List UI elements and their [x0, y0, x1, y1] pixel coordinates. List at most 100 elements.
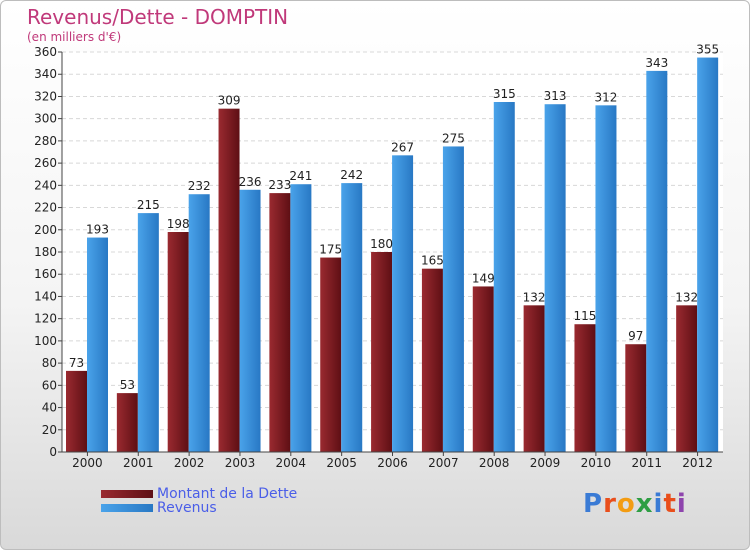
bar-dette [625, 344, 647, 452]
bar-revenus [239, 189, 261, 452]
data-label-dette: 180 [370, 237, 393, 251]
data-label-revenus: 193 [86, 223, 109, 237]
x-tick-label: 2003 [225, 456, 256, 470]
x-tick-label: 2011 [631, 456, 662, 470]
y-tick-label: 140 [34, 289, 57, 303]
logo-letter: t [663, 489, 677, 519]
data-label-revenus: 267 [391, 140, 414, 154]
logo-letter: i [676, 489, 687, 519]
bar-revenus [646, 70, 668, 452]
y-tick-label: 200 [34, 223, 57, 237]
data-label-revenus: 312 [595, 90, 618, 104]
bar-dette [218, 108, 240, 453]
data-label-dette: 115 [574, 309, 597, 323]
y-tick-label: 320 [34, 89, 57, 103]
bar-dette [320, 257, 342, 452]
y-tick-label: 220 [34, 201, 57, 215]
y-tick-label: 300 [34, 112, 57, 126]
y-tick-label: 80 [42, 356, 57, 370]
bar-dette [676, 305, 698, 452]
legend-label-revenus: Revenus [157, 500, 217, 516]
y-tick-label: 40 [42, 401, 57, 415]
y-tick-label: 160 [34, 267, 57, 281]
x-tick-label: 2005 [326, 456, 357, 470]
logo-letter: o [616, 489, 636, 519]
y-tick-label: 120 [34, 312, 57, 326]
data-label-dette: 97 [628, 329, 643, 343]
bar-revenus [442, 146, 464, 452]
data-label-dette: 73 [69, 356, 84, 370]
x-tick-label: 2006 [377, 456, 408, 470]
x-tick-label: 2009 [530, 456, 561, 470]
x-tick-label: 2002 [174, 456, 205, 470]
data-label-revenus: 241 [289, 169, 312, 183]
logo-letter: P [583, 489, 604, 519]
data-label-dette: 309 [218, 94, 241, 108]
bar-revenus [493, 102, 515, 452]
data-label-dette: 53 [120, 378, 135, 392]
data-label-dette: 233 [268, 178, 291, 192]
y-tick-label: 260 [34, 156, 57, 170]
x-tick-label: 2000 [72, 456, 103, 470]
y-tick-label: 240 [34, 178, 57, 192]
data-label-dette: 198 [167, 217, 190, 231]
y-tick-label: 340 [34, 67, 57, 81]
y-tick-label: 0 [49, 445, 57, 459]
proxiti-logo: Proxiti [583, 489, 687, 519]
y-tick-label: 60 [42, 378, 57, 392]
data-label-revenus: 215 [137, 198, 160, 212]
x-tick-label: 2004 [276, 456, 307, 470]
data-label-revenus: 343 [645, 56, 668, 70]
data-label-dette: 132 [523, 290, 546, 304]
bar-dette [116, 393, 138, 452]
y-tick-label: 100 [34, 334, 57, 348]
logo-letter: x [635, 489, 654, 519]
bar-dette [66, 370, 87, 452]
bar-dette [371, 252, 393, 452]
data-label-revenus: 275 [442, 131, 465, 145]
y-tick-label: 280 [34, 134, 57, 148]
data-label-dette: 149 [472, 271, 495, 285]
bar-revenus [595, 105, 617, 452]
bar-revenus [87, 237, 108, 452]
bar-dette [472, 286, 494, 452]
data-label-dette: 132 [675, 290, 698, 304]
x-tick-label: 2010 [581, 456, 612, 470]
bar-revenus [188, 194, 210, 452]
bar-dette [574, 324, 596, 452]
x-tick-label: 2007 [428, 456, 459, 470]
data-label-revenus: 355 [696, 43, 719, 57]
y-tick-label: 180 [34, 245, 57, 259]
data-label-revenus: 242 [340, 168, 363, 182]
legend-swatch-dette [101, 490, 153, 498]
data-label-revenus: 313 [544, 89, 567, 103]
bar-revenus [697, 57, 719, 453]
bar-revenus [137, 213, 159, 452]
data-label-revenus: 236 [239, 175, 262, 189]
y-tick-label: 360 [34, 45, 57, 59]
y-tick-label: 20 [42, 423, 57, 437]
data-label-revenus: 315 [493, 87, 516, 101]
bar-revenus [392, 155, 414, 453]
chart-title: Revenus/Dette - DOMPTIN [27, 5, 289, 29]
data-label-revenus: 232 [188, 179, 211, 193]
x-tick-label: 2001 [123, 456, 154, 470]
bar-revenus [544, 104, 566, 452]
logo-letter: i [653, 489, 664, 519]
chart-subtitle: (en milliers d'€) [27, 30, 122, 44]
bar-dette [523, 305, 545, 452]
bar-revenus [290, 184, 312, 452]
bar-dette [421, 268, 443, 452]
x-tick-label: 2008 [479, 456, 510, 470]
bar-revenus [341, 183, 363, 452]
data-label-dette: 175 [319, 243, 342, 257]
data-label-dette: 165 [421, 254, 444, 268]
legend-label-dette: Montant de la Dette [157, 486, 298, 502]
bar-dette [269, 193, 291, 452]
logo-letter: r [603, 489, 617, 519]
x-tick-label: 2012 [682, 456, 713, 470]
legend-swatch-revenus [101, 504, 153, 512]
bar-dette [167, 232, 189, 452]
